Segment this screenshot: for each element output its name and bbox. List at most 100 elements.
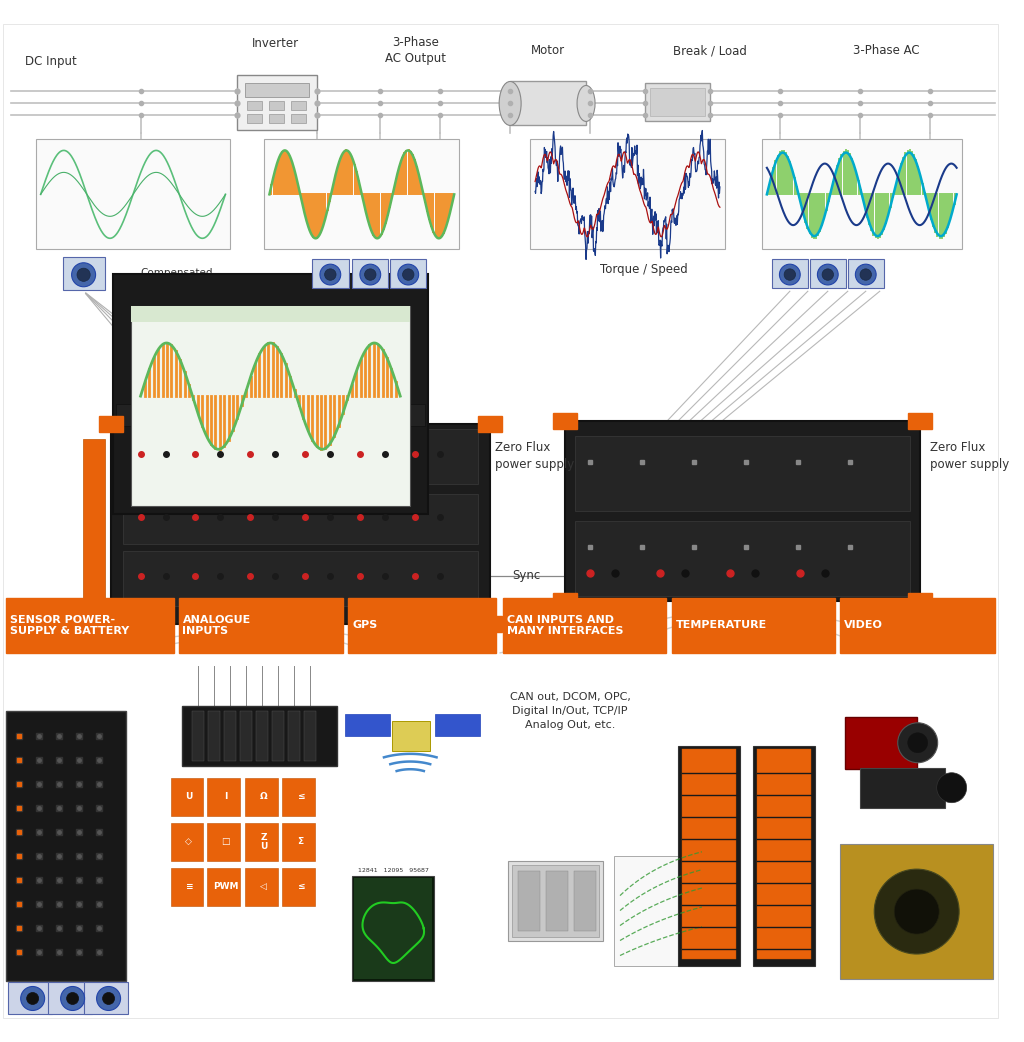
Text: PWM: PWM bbox=[213, 883, 239, 891]
Bar bbox=[840, 844, 992, 978]
Ellipse shape bbox=[499, 81, 521, 125]
Bar bbox=[83, 439, 104, 609]
Ellipse shape bbox=[578, 85, 595, 122]
Text: Break / Load: Break / Load bbox=[673, 44, 746, 57]
Bar bbox=[269, 115, 285, 123]
Bar bbox=[224, 711, 237, 761]
Bar bbox=[614, 855, 707, 966]
Bar bbox=[553, 593, 578, 609]
Bar bbox=[753, 746, 815, 966]
Bar bbox=[178, 598, 343, 653]
Circle shape bbox=[325, 269, 336, 280]
Text: ≤: ≤ bbox=[297, 883, 304, 891]
Bar bbox=[123, 551, 478, 605]
Bar bbox=[390, 259, 426, 288]
Bar bbox=[36, 140, 230, 249]
Circle shape bbox=[398, 265, 419, 284]
Bar bbox=[62, 256, 104, 290]
Bar bbox=[352, 259, 388, 288]
Bar bbox=[113, 274, 428, 514]
Bar bbox=[171, 777, 204, 816]
Bar bbox=[757, 749, 811, 959]
Bar bbox=[840, 598, 994, 653]
Bar bbox=[208, 823, 241, 861]
Circle shape bbox=[937, 773, 967, 802]
Bar bbox=[116, 404, 425, 426]
Circle shape bbox=[822, 269, 834, 280]
Bar bbox=[248, 101, 262, 110]
Circle shape bbox=[72, 263, 95, 287]
Bar bbox=[575, 521, 909, 596]
Text: U: U bbox=[184, 792, 193, 801]
Circle shape bbox=[67, 992, 79, 1004]
Bar bbox=[84, 983, 128, 1015]
Bar bbox=[193, 711, 205, 761]
Bar bbox=[574, 871, 596, 931]
Text: Inverter: Inverter bbox=[252, 38, 299, 50]
Bar bbox=[848, 259, 884, 288]
Bar bbox=[672, 598, 835, 653]
Bar bbox=[518, 871, 540, 931]
Bar bbox=[312, 259, 348, 288]
Text: Z
U: Z U bbox=[260, 833, 267, 850]
Bar bbox=[246, 83, 309, 98]
Bar bbox=[111, 424, 490, 624]
Bar bbox=[810, 259, 846, 288]
Text: DC Input: DC Input bbox=[25, 55, 77, 68]
Bar bbox=[241, 711, 253, 761]
Text: Power: Power bbox=[140, 312, 157, 317]
Circle shape bbox=[365, 269, 376, 280]
Text: 12841   12095   95687: 12841 12095 95687 bbox=[357, 868, 429, 873]
Circle shape bbox=[402, 269, 414, 280]
Bar bbox=[130, 306, 411, 322]
Bar bbox=[292, 101, 306, 110]
Circle shape bbox=[860, 269, 871, 280]
Text: Zero Flux
power supply: Zero Flux power supply bbox=[930, 441, 1009, 471]
Text: Motor: Motor bbox=[531, 44, 565, 57]
Bar bbox=[209, 711, 220, 761]
Text: 3-Phase
AC Output: 3-Phase AC Output bbox=[385, 36, 445, 65]
Text: CAN out, DCOM, OPC,
Digital In/Out, TCP/IP
Analog Out, etc.: CAN out, DCOM, OPC, Digital In/Out, TCP/… bbox=[510, 692, 631, 729]
Bar bbox=[182, 705, 337, 766]
Bar bbox=[860, 768, 945, 808]
Bar bbox=[354, 877, 432, 978]
Text: ◁: ◁ bbox=[260, 883, 267, 891]
Bar bbox=[123, 494, 478, 544]
Bar bbox=[845, 717, 916, 769]
Bar bbox=[98, 416, 123, 432]
Bar bbox=[171, 868, 204, 905]
Bar bbox=[246, 777, 279, 816]
Circle shape bbox=[77, 268, 90, 281]
Bar bbox=[264, 140, 459, 249]
Bar bbox=[98, 616, 123, 631]
Bar bbox=[130, 306, 411, 506]
Circle shape bbox=[907, 733, 928, 752]
Bar bbox=[772, 259, 808, 288]
Bar bbox=[645, 83, 710, 122]
Text: Torque / Speed: Torque / Speed bbox=[600, 263, 688, 276]
Bar bbox=[8, 983, 51, 1015]
Bar bbox=[292, 115, 306, 123]
Bar bbox=[392, 721, 430, 750]
Bar bbox=[546, 871, 568, 931]
Bar bbox=[6, 711, 126, 981]
Circle shape bbox=[96, 987, 121, 1011]
Bar bbox=[435, 714, 480, 736]
Bar bbox=[575, 437, 909, 511]
Bar bbox=[503, 598, 666, 653]
Circle shape bbox=[817, 265, 839, 284]
Bar bbox=[907, 413, 932, 429]
Bar bbox=[208, 868, 241, 905]
Text: I: I bbox=[224, 792, 227, 801]
Bar bbox=[238, 75, 317, 130]
Bar bbox=[246, 868, 279, 905]
Circle shape bbox=[27, 992, 39, 1004]
Bar bbox=[269, 101, 285, 110]
Text: ◇: ◇ bbox=[185, 837, 191, 846]
Bar bbox=[510, 81, 586, 125]
Circle shape bbox=[855, 265, 877, 284]
Bar bbox=[304, 711, 316, 761]
Text: Sync: Sync bbox=[512, 569, 541, 582]
Bar bbox=[246, 823, 279, 861]
Bar bbox=[907, 593, 932, 609]
